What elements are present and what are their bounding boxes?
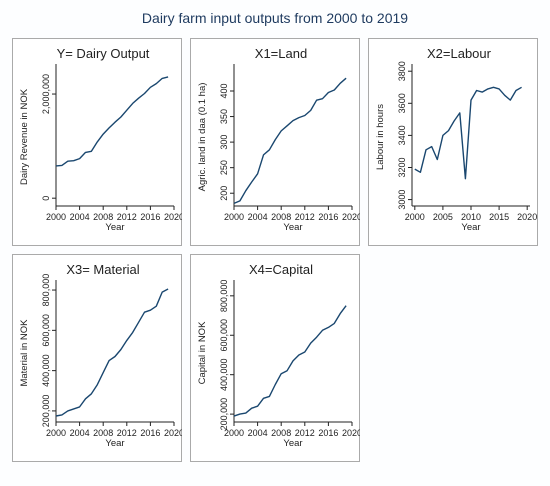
x-tick-label: 2008 — [271, 212, 291, 222]
y-axis-label: Dairy Revenue in NOK — [19, 88, 30, 185]
x-tick-label: 2020 — [342, 212, 360, 222]
series-line — [55, 76, 169, 167]
x-axis-label: Year — [461, 222, 480, 233]
x-tick-label: 2004 — [248, 428, 268, 438]
panel-material: X3= Material 2000 2004 2008 2012 2016 2020 Year… — [12, 254, 182, 462]
x-tick-label: 2000 — [405, 212, 425, 222]
x-tick-label: 2016 — [140, 212, 160, 222]
y-tick-label: 600,000 — [219, 319, 229, 352]
x-tick-label: 2012 — [295, 428, 315, 438]
y-tick-label: 3400 — [397, 125, 407, 145]
x-tick-label: 2004 — [248, 212, 268, 222]
y-tick-label: 200,000 — [41, 395, 51, 428]
y-axis-label: Labour in hours — [375, 104, 386, 170]
y-tick-label: 800,000 — [41, 274, 51, 307]
x-tick-label: 2016 — [318, 428, 338, 438]
y-tick-label: 0 — [41, 196, 51, 201]
x-tick-label: 2015 — [489, 212, 509, 222]
series-line — [414, 86, 522, 180]
x-tick-label: 2008 — [271, 428, 291, 438]
panel-labour: X2=Labour 2000 2005 2010 2015 2020 Year 3000 320… — [368, 38, 538, 246]
x-tick-label: 2016 — [140, 428, 160, 438]
y-tick-label: 200 — [219, 186, 229, 201]
x-tick-label: 2000 — [224, 428, 244, 438]
panel-title: X2=Labour — [427, 46, 492, 61]
x-tick-label: 2020 — [164, 212, 182, 222]
series-line — [55, 288, 169, 417]
x-tick-label: 2008 — [93, 428, 113, 438]
y-tick-label: 3200 — [397, 157, 407, 177]
panel-frame — [12, 254, 182, 462]
x-tick-label: 2008 — [93, 212, 113, 222]
panel-title: X1=Land — [255, 46, 307, 61]
y-tick-label: 600,000 — [41, 314, 51, 347]
x-tick-label: 2000 — [46, 212, 66, 222]
y-tick-label: 350 — [219, 109, 229, 124]
y-tick-label: 2,000,000 — [41, 74, 51, 114]
x-tick-label: 2012 — [117, 212, 137, 222]
y-tick-label: 250 — [219, 160, 229, 175]
figure-title: Dairy farm input outputs from 2000 to 20… — [141, 10, 409, 26]
y-tick-label: 200,000 — [219, 398, 229, 431]
x-tick-label: 2020 — [342, 428, 360, 438]
panel-capital: X4=Capital 2000 2004 2008 2012 2016 2020 Year 20… — [190, 254, 360, 462]
series-line — [233, 305, 347, 417]
x-tick-label: 2020 — [517, 212, 537, 222]
x-axis-label: Year — [105, 438, 124, 449]
y-tick-label: 300 — [219, 135, 229, 150]
panel-title: Y= Dairy Output — [57, 46, 150, 61]
x-tick-label: 2004 — [70, 212, 90, 222]
panel-land: X1=Land 2000 2004 2008 2012 2016 2020 Year 200 25… — [190, 38, 360, 246]
panel-frame — [368, 38, 538, 246]
x-tick-label: 2004 — [70, 428, 90, 438]
panel-title: X3= Material — [66, 262, 139, 277]
y-tick-label: 400,000 — [219, 358, 229, 391]
x-tick-label: 2020 — [164, 428, 182, 438]
y-tick-label: 3800 — [397, 61, 407, 81]
panel-frame — [190, 254, 360, 462]
x-axis-label: Year — [283, 222, 302, 233]
x-tick-label: 2012 — [295, 212, 315, 222]
y-axis-label: Capital in NOK — [197, 321, 208, 384]
panel-dairy-output: Y= Dairy Output 2000 2004 2008 2012 2016 2020 Y… — [12, 38, 182, 246]
x-axis-label: Year — [105, 222, 124, 233]
panel-frame — [190, 38, 360, 246]
x-tick-label: 2000 — [224, 212, 244, 222]
y-tick-label: 400 — [219, 83, 229, 98]
panel-title: X4=Capital — [249, 262, 313, 277]
y-tick-label: 3600 — [397, 93, 407, 113]
series-line — [233, 77, 347, 205]
x-tick-label: 2005 — [433, 212, 453, 222]
x-tick-label: 2016 — [318, 212, 338, 222]
y-axis-label: Material in NOK — [19, 319, 30, 387]
x-tick-label: 2010 — [461, 212, 481, 222]
y-tick-label: 400,000 — [41, 354, 51, 387]
x-tick-label: 2000 — [46, 428, 66, 438]
y-tick-label: 800,000 — [219, 280, 229, 313]
y-tick-label: 3000 — [397, 190, 407, 210]
x-tick-label: 2012 — [117, 428, 137, 438]
y-axis-label: Agric. land in daa (0.1 ha) — [197, 83, 208, 192]
x-axis-label: Year — [283, 438, 302, 449]
